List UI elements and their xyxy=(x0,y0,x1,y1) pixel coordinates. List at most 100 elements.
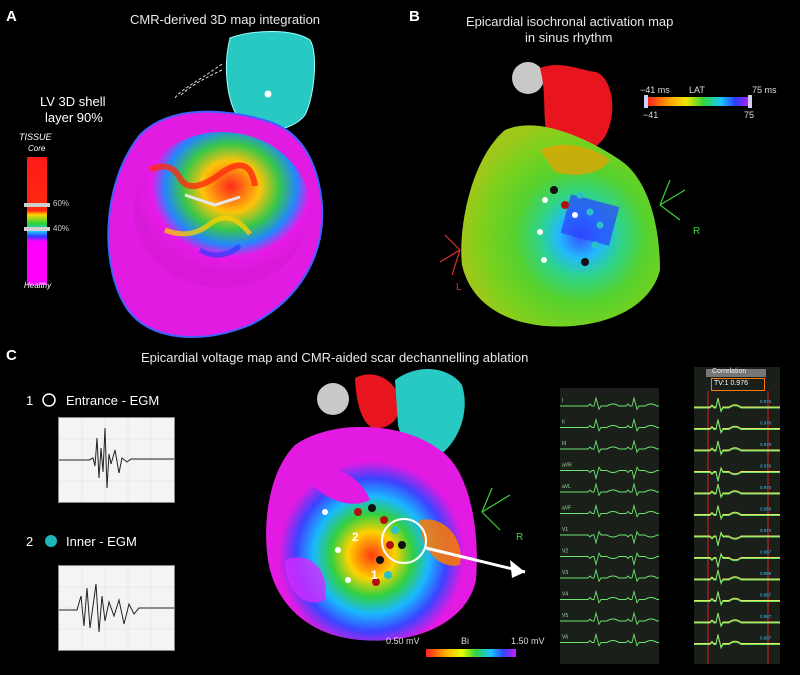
tissue-core-label: Core xyxy=(28,144,46,153)
ecg-trace-V4 xyxy=(560,589,659,604)
ablation-points-b xyxy=(537,186,604,266)
tissue-healthy-label: Healthy xyxy=(24,281,52,290)
correlation-value: TV:1 0.976 xyxy=(714,380,748,387)
tissue-title: TISSUE xyxy=(19,132,52,142)
inner-marker-icon xyxy=(45,535,57,547)
axis-r-c: R xyxy=(516,532,524,543)
corr-value-III: 0.970 xyxy=(760,442,772,447)
corr-value-V6: 0.987 xyxy=(760,636,772,641)
marker-1-label: 1 xyxy=(371,568,378,582)
lead-label-aVR: aVR xyxy=(562,463,572,469)
valve-marker xyxy=(512,62,544,94)
lead-label-V1: V1 xyxy=(562,527,568,533)
inner-num: 2 xyxy=(26,534,34,549)
panel-b-title-2: in sinus rhythm xyxy=(525,30,613,45)
valve-marker-c xyxy=(317,383,349,415)
tissue-60pct: 60% xyxy=(53,199,70,208)
target-circle xyxy=(381,518,427,564)
lead-label-V5: V5 xyxy=(562,613,568,619)
corr-value-V4: 0.987 xyxy=(760,593,772,598)
panel-a-letter: A xyxy=(6,8,17,25)
ablation-points-c xyxy=(322,504,406,586)
lead-label-aVL: aVL xyxy=(562,484,571,490)
orientation-axes-b-left xyxy=(439,234,461,276)
entrance-marker-icon xyxy=(42,393,56,407)
pacemap-trace-aVF xyxy=(694,505,780,520)
lead-label-II: II xyxy=(562,420,565,426)
lead-label-V6: V6 xyxy=(562,635,568,641)
corr-value-aVR: 0.976 xyxy=(760,464,772,469)
entrance-num: 1 xyxy=(26,393,34,408)
panel-c-title: Epicardial voltage map and CMR-aided sca… xyxy=(141,350,529,365)
panel-a-heart xyxy=(107,31,324,338)
panel-b-letter: B xyxy=(409,8,420,25)
volt-max: 1.50 mV xyxy=(511,636,545,646)
corr-value-V5: 0.987 xyxy=(760,614,772,619)
lead-label-V4: V4 xyxy=(562,592,568,598)
landmark-dot xyxy=(264,90,272,98)
orientation-axes-b xyxy=(659,179,686,221)
lat-colorbar xyxy=(644,95,752,108)
pacemap-trace-aVF xyxy=(694,506,780,521)
lead-label-I: I xyxy=(562,398,563,404)
inner-label: Inner - EGM xyxy=(66,534,137,549)
lat-label: LAT xyxy=(689,85,705,95)
voltage-colorbar xyxy=(426,649,516,657)
axis-r-b: R xyxy=(693,226,701,237)
panel-a-title: CMR-derived 3D map integration xyxy=(130,12,321,27)
pacemap-trace-V1 xyxy=(694,532,780,547)
volt-label: Bi xyxy=(461,636,470,646)
ecg-trace-V3 xyxy=(560,568,659,583)
lat-max-val: 75 xyxy=(744,110,755,120)
pacemap-trace-aVR xyxy=(694,466,780,481)
pacemap-trace-aVL xyxy=(694,484,780,499)
pacemap-correlation-panel: Correlation TV:1 0.976 0.976 0.976 0.970 0.… xyxy=(694,367,780,664)
correlation-title: Correlation xyxy=(712,368,747,375)
lead-label-V3: V3 xyxy=(562,570,568,576)
pacemap-trace-I xyxy=(694,398,780,413)
ecg-trace-V5 xyxy=(560,611,659,626)
pacemap-trace-aVR xyxy=(694,467,780,482)
shell-label-line1: LV 3D shell xyxy=(40,94,106,109)
pacemap-trace-V6 xyxy=(694,634,780,649)
pacemap-trace-V2 xyxy=(694,552,780,567)
pacemap-trace-V1 xyxy=(694,531,780,546)
lead-label-V2: V2 xyxy=(562,549,568,555)
pacemap-trace-V5 xyxy=(694,613,780,628)
pacemap-trace-aVL xyxy=(694,483,780,498)
pacemap-trace-II xyxy=(694,419,780,434)
panel-c-heart xyxy=(266,369,526,641)
corr-value-V1: 0.972 xyxy=(760,528,772,533)
ecg-trace-aVF xyxy=(560,503,659,518)
ecg-trace-II xyxy=(560,417,659,432)
pacemap-trace-V4 xyxy=(694,592,780,607)
ecg-trace-III xyxy=(560,439,659,454)
ecg-trace-I xyxy=(560,396,659,411)
corr-value-aVF: 0.956 xyxy=(760,507,772,512)
ecg-12lead-panel: I II III aVR aVL aVF V1 V2 V3 V4 V5 V6 xyxy=(560,388,659,664)
ecg-trace-aVL xyxy=(560,482,659,497)
orientation-axes-c xyxy=(481,487,511,531)
lat-min: −41 ms xyxy=(640,85,670,95)
lat-min-val: −41 xyxy=(643,110,659,120)
volt-min: 0.50 mV xyxy=(386,636,420,646)
marker-2-label: 2 xyxy=(352,530,359,544)
panel-c-letter: C xyxy=(6,347,17,364)
pacemap-trace-V3 xyxy=(694,570,780,585)
panel-b-heart xyxy=(439,62,686,327)
corr-value-II: 0.976 xyxy=(760,421,772,426)
panel-b-title-1: Epicardial isochronal activation map xyxy=(466,14,674,29)
ecg-trace-V1 xyxy=(560,530,659,545)
inner-egm-trace xyxy=(58,565,175,651)
pacemap-trace-III xyxy=(694,441,780,456)
lat-max: 75 ms xyxy=(752,85,777,95)
pacemap-trace-V4 xyxy=(694,591,780,606)
pacemap-trace-V6 xyxy=(694,635,780,650)
entrance-egm-trace xyxy=(58,417,175,503)
shell-label-line2: layer 90% xyxy=(45,110,103,125)
pacemap-trace-V2 xyxy=(694,553,780,568)
corr-value-V2: 0.987 xyxy=(760,550,772,555)
lead-label-aVF: aVF xyxy=(562,506,571,512)
lead-label-III: III xyxy=(562,441,566,447)
